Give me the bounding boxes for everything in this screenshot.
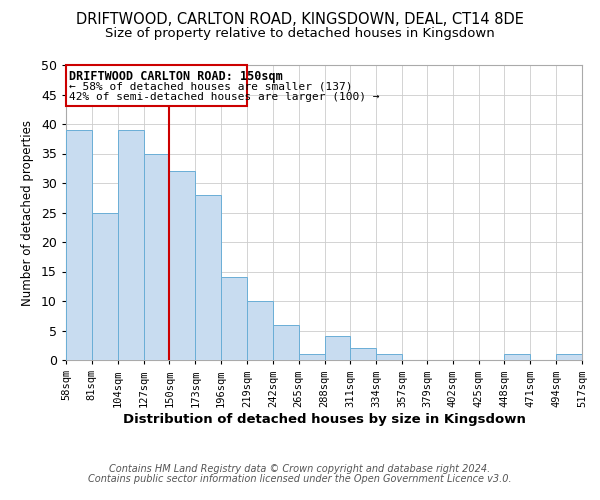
Text: DRIFTWOOD CARLTON ROAD: 150sqm: DRIFTWOOD CARLTON ROAD: 150sqm (70, 70, 283, 82)
FancyBboxPatch shape (66, 65, 247, 106)
Bar (169, 171, 195, 360)
Bar (221, 278, 247, 360)
Text: Size of property relative to detached houses in Kingsdown: Size of property relative to detached ho… (105, 28, 495, 40)
X-axis label: Distribution of detached houses by size in Kingsdown: Distribution of detached houses by size … (122, 414, 526, 426)
Bar (92, 212, 118, 360)
Text: Contains public sector information licensed under the Open Government Licence v3: Contains public sector information licen… (88, 474, 512, 484)
Bar (143, 154, 169, 360)
Bar (505, 354, 530, 360)
Bar (376, 354, 402, 360)
Text: ← 58% of detached houses are smaller (137): ← 58% of detached houses are smaller (13… (70, 82, 353, 92)
Text: Contains HM Land Registry data © Crown copyright and database right 2024.: Contains HM Land Registry data © Crown c… (109, 464, 491, 474)
Text: 42% of semi-detached houses are larger (100) →: 42% of semi-detached houses are larger (… (70, 92, 380, 102)
Bar (273, 324, 299, 360)
Y-axis label: Number of detached properties: Number of detached properties (21, 120, 34, 306)
Text: DRIFTWOOD, CARLTON ROAD, KINGSDOWN, DEAL, CT14 8DE: DRIFTWOOD, CARLTON ROAD, KINGSDOWN, DEAL… (76, 12, 524, 28)
Bar (299, 354, 325, 360)
Bar (247, 301, 273, 360)
Bar (325, 336, 350, 360)
Bar (350, 348, 376, 360)
Bar (66, 130, 92, 360)
Bar (195, 195, 221, 360)
Bar (118, 130, 143, 360)
Bar (556, 354, 582, 360)
